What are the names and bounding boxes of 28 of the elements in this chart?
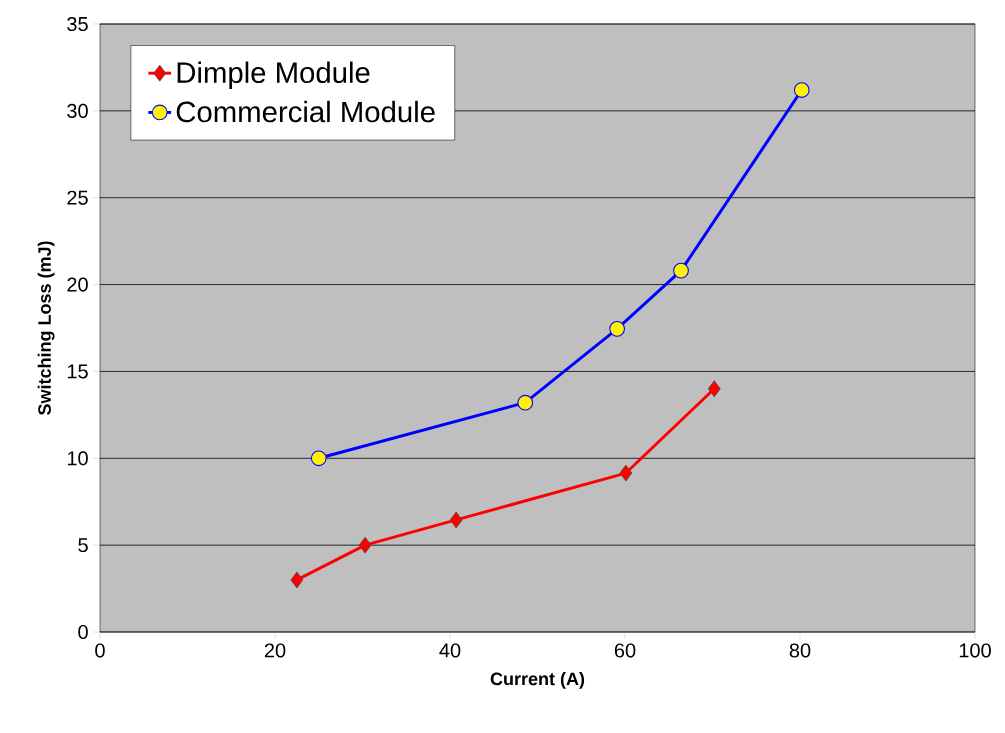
point (609, 320, 626, 337)
y-tick-label: 0 (78, 624, 88, 640)
x-axis-title: Current (A) (490, 672, 585, 689)
y-tick-label: 5 (78, 538, 88, 553)
y-tick-label: 15 (67, 364, 88, 379)
y-axis-title: Switching Loss (mJ) (37, 241, 55, 415)
y-tick-label: 30 (67, 103, 88, 118)
point (517, 394, 534, 411)
y-tick-label: 35 (67, 16, 88, 32)
x-tick-label: 0 (95, 643, 105, 658)
y-tick-label: 25 (67, 190, 88, 205)
x-tick-label: 20 (264, 643, 286, 658)
y-tick-label: 10 (67, 451, 88, 466)
x-tick-label: 80 (789, 643, 811, 658)
legend-label: Commercial Module (176, 100, 435, 123)
x-tick-label: 100 (959, 643, 991, 658)
point (290, 571, 304, 589)
point (449, 511, 463, 529)
point (358, 536, 372, 554)
point (707, 380, 721, 398)
x-tick-label: 40 (439, 643, 461, 658)
point (310, 450, 327, 467)
point (793, 82, 810, 98)
point (619, 464, 633, 482)
point (673, 262, 689, 279)
legend-label: Dimple Module (177, 61, 370, 89)
y-tick-label: 20 (67, 277, 88, 292)
x-tick-label: 60 (614, 643, 636, 658)
